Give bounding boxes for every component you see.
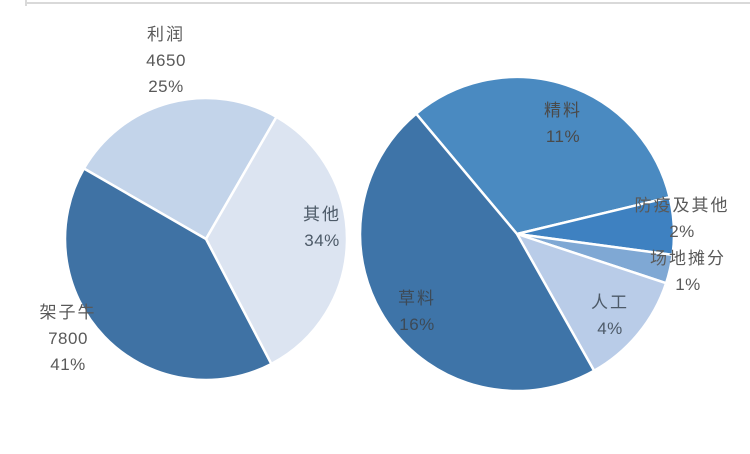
- label-forage: 草料 16%: [398, 286, 436, 338]
- slice-percent-text: 1%: [675, 275, 701, 294]
- slice-other: [204, 115, 349, 366]
- label-epidemic-prevention-and-other: 防疫及其他 2%: [635, 193, 730, 245]
- slice-percent-text: 4%: [597, 319, 623, 338]
- slice-percent-text: 25%: [148, 77, 184, 96]
- cost-breakdown-pie: [358, 75, 676, 393]
- label-feeder-cattle: 架子牛 7800 41%: [40, 300, 97, 378]
- slice-profit: [82, 96, 278, 241]
- label-other: 其他 34%: [303, 202, 341, 254]
- slice-name-text: 精料: [544, 101, 582, 120]
- slice-name-text: 草料: [398, 289, 436, 308]
- label-labor: 人工 4%: [591, 290, 629, 342]
- slice-forage: [358, 112, 596, 393]
- top-border-rule: [25, 2, 750, 4]
- slice-percent-text: 16%: [399, 315, 435, 334]
- revenue-profit-breakdown-pie: [63, 96, 349, 382]
- slice-name-text: 防疫及其他: [634, 196, 730, 215]
- slice-value-text: 7800: [48, 329, 88, 348]
- slice-percent-text: 34%: [304, 231, 340, 250]
- label-site-allocation: 场地摊分 1%: [650, 246, 726, 298]
- slice-name-text: 架子牛: [39, 303, 97, 322]
- slice-percent-text: 41%: [50, 355, 86, 374]
- label-concentrate-feed: 精料 11%: [544, 98, 582, 150]
- slice-feeder-cattle: [63, 167, 273, 382]
- slice-labor: [515, 232, 668, 373]
- slice-name-text: 人工: [591, 293, 629, 312]
- slice-value-text: 4650: [146, 51, 186, 70]
- slice-concentrate-feed: [414, 75, 671, 236]
- slice-percent-text: 2%: [669, 222, 695, 241]
- slice-percent-text: 11%: [545, 127, 581, 146]
- label-profit: 利润 4650 25%: [146, 22, 186, 100]
- slice-name-text: 场地摊分: [650, 249, 726, 268]
- slice-name-text: 其他: [303, 205, 341, 224]
- slice-name-text: 利润: [146, 25, 185, 44]
